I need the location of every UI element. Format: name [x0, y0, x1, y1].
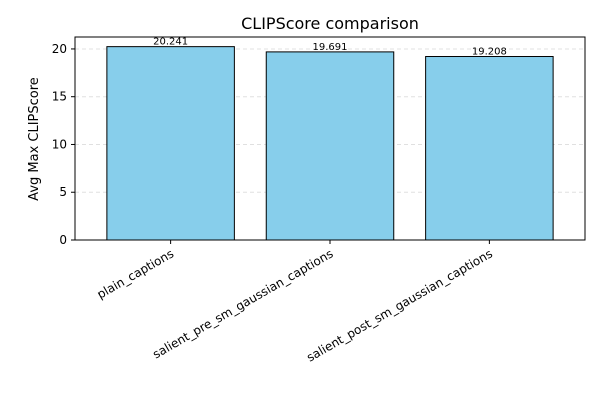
bar-salient_pre_sm_gaussian_captions [265, 51, 395, 241]
bar-plain_captions [106, 46, 235, 241]
data-label: 20.241 [153, 37, 188, 48]
y-tick-label: 10 [52, 137, 67, 151]
y-tick-label: 5 [59, 185, 67, 199]
data-labels: 20.241 19.691 19.208 [153, 37, 507, 58]
x-tick-label: plain_captions [95, 246, 177, 301]
y-tick-label: 15 [52, 90, 67, 104]
y-tick-label: 0 [59, 233, 67, 247]
chart-title: CLIPScore comparison [241, 14, 419, 33]
y-axis-label: Avg Max CLIPScore [27, 77, 42, 201]
bars [106, 46, 554, 241]
data-label: 19.208 [472, 47, 507, 58]
x-tick-label: salient_pre_sm_gaussian_captions [150, 246, 335, 361]
bar-salient_post_sm_gaussian_captions [425, 56, 554, 241]
x-tick-label: salient_post_sm_gaussian_captions [304, 246, 495, 364]
y-tick-label: 20 [52, 42, 67, 56]
data-label: 19.691 [313, 42, 348, 53]
